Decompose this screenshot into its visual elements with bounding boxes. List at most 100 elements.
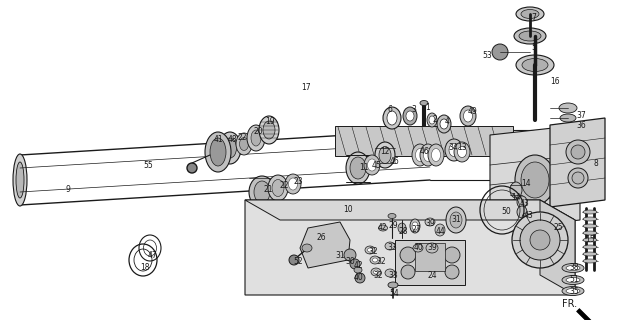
Ellipse shape: [364, 155, 380, 175]
Ellipse shape: [240, 138, 248, 150]
Text: 30: 30: [345, 258, 355, 267]
Polygon shape: [245, 200, 575, 295]
Text: 43: 43: [523, 211, 533, 220]
Ellipse shape: [521, 162, 549, 198]
Text: 6: 6: [388, 106, 392, 115]
Ellipse shape: [425, 218, 435, 226]
Text: 23: 23: [293, 178, 303, 187]
Ellipse shape: [289, 178, 297, 190]
Circle shape: [520, 220, 560, 260]
Ellipse shape: [272, 180, 284, 196]
Ellipse shape: [385, 269, 395, 277]
Text: 32: 32: [376, 258, 386, 267]
Text: 14: 14: [511, 193, 521, 202]
Polygon shape: [490, 125, 580, 230]
Ellipse shape: [432, 148, 440, 162]
Text: 34: 34: [448, 143, 458, 153]
Text: 36: 36: [576, 122, 586, 131]
Circle shape: [444, 247, 460, 263]
Text: FR.: FR.: [563, 299, 578, 309]
Circle shape: [572, 172, 584, 184]
Ellipse shape: [516, 7, 544, 21]
Circle shape: [400, 247, 416, 263]
Bar: [415, 243, 445, 271]
Ellipse shape: [205, 132, 231, 172]
Text: 37: 37: [576, 110, 586, 119]
Circle shape: [355, 273, 365, 283]
Ellipse shape: [562, 286, 584, 295]
Ellipse shape: [210, 138, 226, 166]
Text: 42: 42: [377, 223, 387, 233]
Ellipse shape: [385, 242, 395, 250]
Ellipse shape: [254, 181, 270, 203]
Ellipse shape: [16, 162, 24, 198]
Text: 40: 40: [353, 274, 363, 283]
Ellipse shape: [517, 206, 527, 218]
Ellipse shape: [429, 116, 435, 124]
Text: 33: 33: [387, 244, 397, 252]
Text: 45: 45: [371, 161, 381, 170]
Text: 35: 35: [569, 286, 579, 295]
Text: 5: 5: [532, 44, 537, 52]
Ellipse shape: [583, 252, 597, 256]
Polygon shape: [550, 118, 605, 207]
Text: 27: 27: [411, 226, 421, 235]
Text: 3: 3: [412, 106, 417, 115]
Text: 33: 33: [388, 271, 398, 281]
Text: 11: 11: [360, 164, 369, 172]
Text: 39: 39: [427, 244, 437, 252]
Ellipse shape: [371, 268, 381, 276]
Ellipse shape: [510, 182, 522, 198]
Text: 43: 43: [519, 199, 529, 209]
Text: 1: 1: [425, 103, 430, 113]
Text: 12: 12: [380, 148, 390, 156]
Ellipse shape: [583, 217, 597, 221]
Text: 13: 13: [457, 143, 467, 153]
Text: 10: 10: [343, 205, 353, 214]
Text: 21: 21: [263, 186, 273, 195]
Ellipse shape: [583, 259, 597, 263]
Ellipse shape: [446, 207, 466, 233]
FancyArrow shape: [576, 308, 602, 320]
Text: 41: 41: [213, 135, 223, 145]
Ellipse shape: [566, 266, 580, 270]
Text: 15: 15: [585, 236, 595, 244]
Text: 7: 7: [532, 13, 537, 22]
Circle shape: [571, 145, 585, 159]
Ellipse shape: [454, 142, 470, 162]
Text: 40: 40: [413, 244, 423, 252]
Ellipse shape: [398, 223, 406, 233]
Text: 2: 2: [433, 116, 437, 124]
Ellipse shape: [428, 144, 444, 166]
Text: 46: 46: [390, 157, 400, 166]
Ellipse shape: [450, 212, 462, 228]
Polygon shape: [395, 240, 465, 285]
Text: 20: 20: [253, 127, 263, 137]
Ellipse shape: [420, 100, 428, 106]
Polygon shape: [245, 200, 575, 220]
Text: 38: 38: [569, 263, 579, 273]
Ellipse shape: [387, 111, 397, 125]
Text: 44: 44: [435, 228, 445, 236]
Ellipse shape: [259, 116, 279, 144]
Circle shape: [492, 44, 508, 60]
Circle shape: [289, 255, 299, 265]
Text: 28: 28: [398, 228, 408, 236]
Ellipse shape: [437, 115, 451, 133]
Ellipse shape: [236, 133, 252, 155]
Text: 24: 24: [427, 271, 437, 281]
Ellipse shape: [440, 119, 448, 129]
Ellipse shape: [559, 103, 577, 113]
Ellipse shape: [515, 155, 555, 205]
Text: 17: 17: [301, 84, 311, 92]
Ellipse shape: [415, 148, 425, 162]
Ellipse shape: [219, 132, 241, 164]
Ellipse shape: [424, 148, 432, 162]
Text: 9: 9: [66, 186, 70, 195]
Circle shape: [566, 140, 590, 164]
Text: 53: 53: [482, 51, 492, 60]
Ellipse shape: [388, 282, 398, 288]
Ellipse shape: [365, 246, 375, 254]
Ellipse shape: [460, 106, 476, 126]
Ellipse shape: [522, 59, 548, 71]
